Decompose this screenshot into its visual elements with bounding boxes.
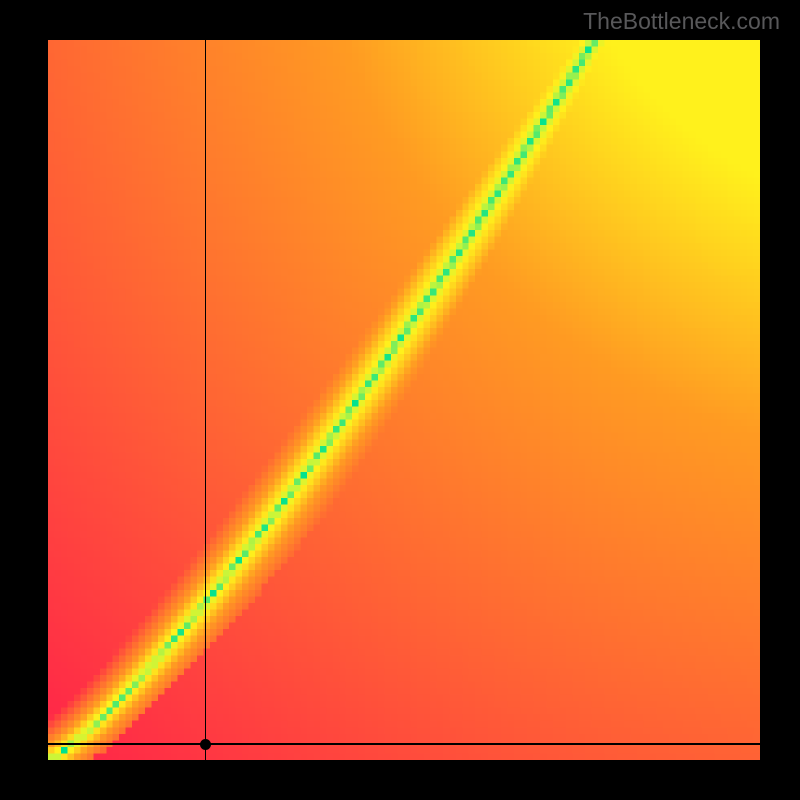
watermark-text: TheBottleneck.com xyxy=(583,8,780,35)
heatmap-canvas xyxy=(48,40,760,760)
heatmap-plot-area xyxy=(48,40,760,760)
crosshair-vertical-line xyxy=(205,40,207,760)
crosshair-horizontal-line xyxy=(48,743,760,745)
crosshair-dot xyxy=(200,739,211,750)
